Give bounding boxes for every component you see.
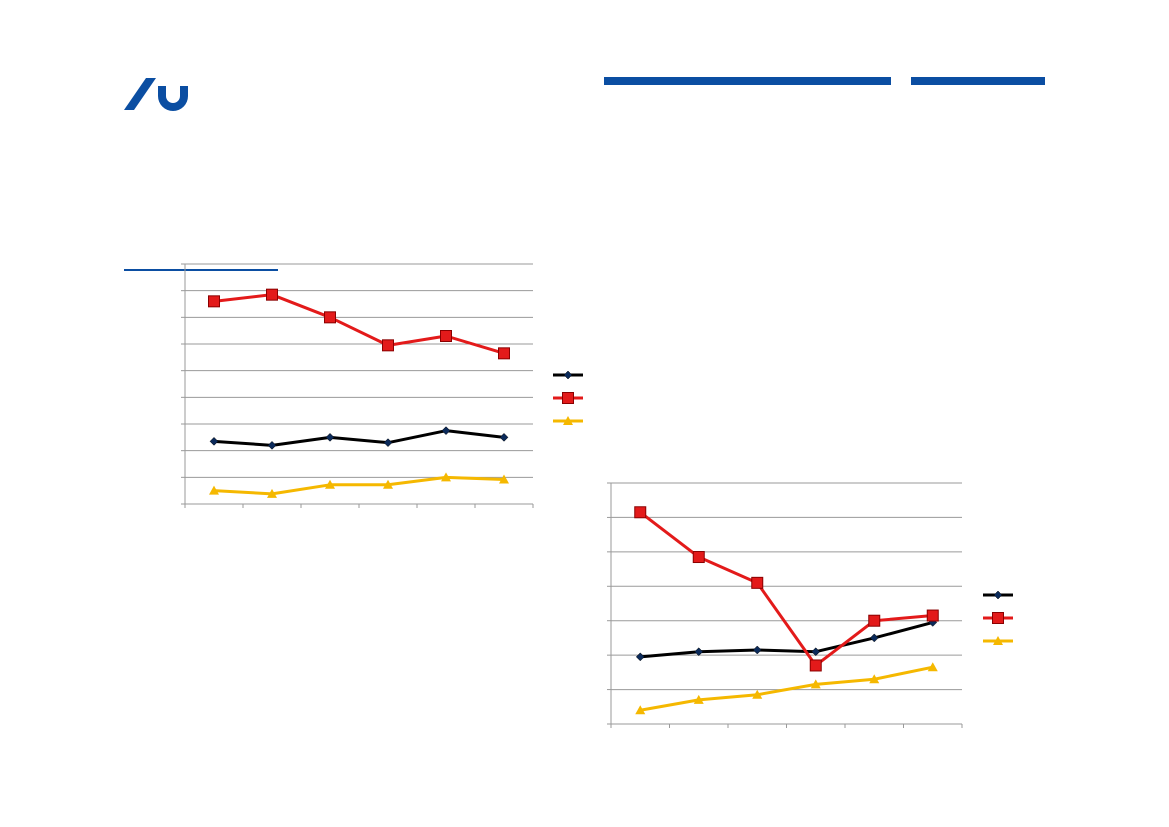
series-2-point-1 xyxy=(634,506,647,519)
series-1-point-5 xyxy=(869,633,879,643)
series-1-point-2 xyxy=(267,440,277,450)
series-2-point-4 xyxy=(382,339,394,352)
header-rule-long xyxy=(604,77,891,85)
series-3-point-2 xyxy=(693,694,704,704)
series-3-point-1 xyxy=(209,485,219,495)
legend-series-1-marker xyxy=(563,370,573,380)
series-2-point-4 xyxy=(809,659,822,672)
section-underline xyxy=(124,269,278,271)
series-2-point-2 xyxy=(266,288,278,301)
series-1-point-4 xyxy=(383,438,393,448)
series-3-point-6 xyxy=(927,662,938,672)
series-3-point-1 xyxy=(635,705,646,715)
series-3-point-5 xyxy=(441,472,451,482)
series-2-point-2 xyxy=(692,551,705,564)
series-3-line xyxy=(639,665,934,712)
series-3-point-5 xyxy=(869,674,880,684)
aarhus-university-logo-icon xyxy=(124,78,188,111)
series-2-point-1 xyxy=(208,295,220,308)
series-3-point-3 xyxy=(752,689,763,699)
legend-series-2-marker xyxy=(562,392,574,404)
header-rule-short xyxy=(911,77,1045,85)
series-3-point-4 xyxy=(383,479,393,489)
series-1-point-3 xyxy=(752,645,762,655)
series-2-line xyxy=(639,511,933,667)
series-3-line xyxy=(213,475,505,496)
series-2-line xyxy=(213,293,505,355)
series-1-point-1 xyxy=(635,652,645,662)
series-3-point-6 xyxy=(499,474,509,484)
series-1-point-5 xyxy=(441,426,451,436)
legend-series-2-marker xyxy=(992,612,1004,624)
series-3-point-2 xyxy=(267,488,277,498)
series-2-point-5 xyxy=(440,330,452,342)
series-1-line xyxy=(213,429,505,447)
series-3-point-4 xyxy=(810,679,821,689)
series-1-point-6 xyxy=(499,432,509,442)
series-2-point-5 xyxy=(868,614,881,627)
series-1-point-4 xyxy=(811,647,821,657)
series-1-point-1 xyxy=(209,436,219,446)
series-1-line xyxy=(640,620,934,659)
series-2-point-3 xyxy=(751,576,764,589)
series-2-point-3 xyxy=(324,311,336,324)
series-2-point-6 xyxy=(498,347,510,360)
legend-series-3-marker xyxy=(563,416,573,425)
series-1-point-2 xyxy=(694,647,704,657)
legend-series-1-marker xyxy=(993,590,1003,600)
series-3-point-3 xyxy=(325,479,335,489)
series-2-point-6 xyxy=(926,609,939,622)
legend-series-3-marker xyxy=(993,636,1003,645)
series-1-point-3 xyxy=(325,432,335,442)
